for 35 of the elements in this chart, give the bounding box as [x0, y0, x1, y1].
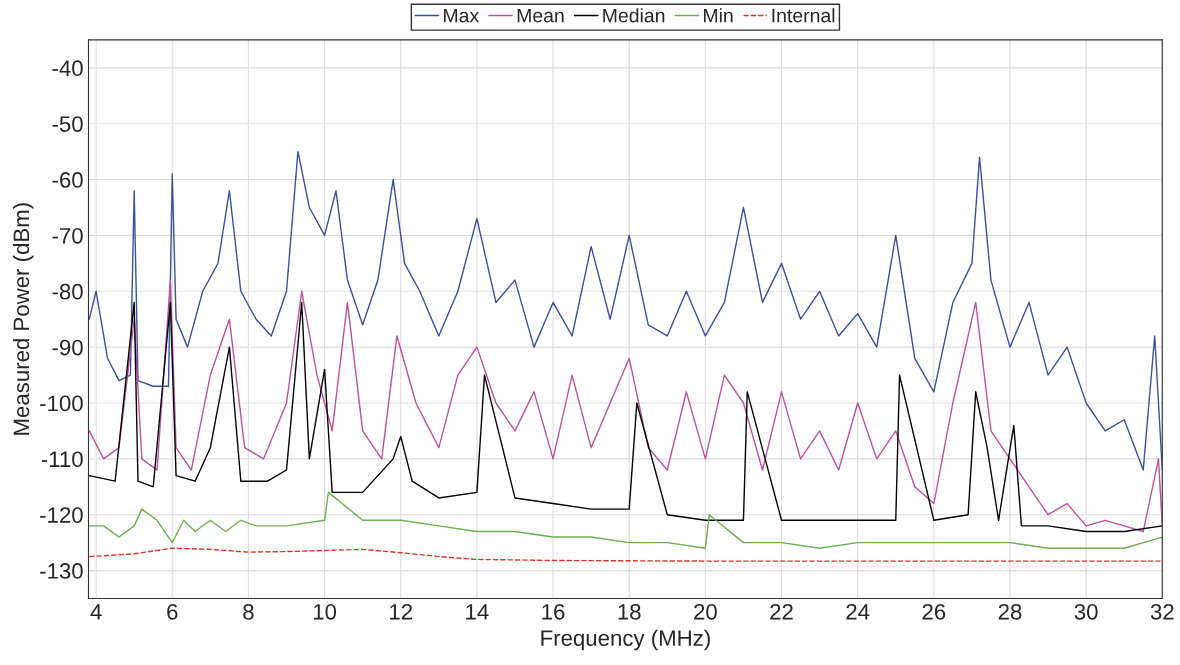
- x-tick-label: 8: [243, 603, 254, 620]
- y-tick-label: -130: [40, 563, 83, 579]
- x-axis-title: Frequency (MHz): [541, 629, 710, 651]
- line-series: [88, 547, 1163, 562]
- x-tick-label: 20: [694, 603, 717, 620]
- y-axis-title: Measured Power (dBm): [12, 203, 34, 435]
- y-tick-label: -40: [52, 60, 83, 77]
- legend-label: Mean: [517, 8, 564, 23]
- x-tick-label: 18: [618, 603, 641, 620]
- x-tick-label: 26: [922, 603, 946, 620]
- y-tick-label: -90: [52, 339, 83, 356]
- y-tick-label: -50: [52, 116, 83, 132]
- x-tick-label: 22: [770, 603, 793, 620]
- legend-label: Max: [444, 8, 479, 23]
- y-tick-label: -80: [52, 283, 83, 300]
- y-tick-label: -100: [40, 395, 83, 412]
- legend-label: Min: [704, 8, 733, 23]
- x-tick-label: 30: [1074, 603, 1098, 620]
- line-series: [88, 150, 1163, 471]
- y-tick-label: -110: [41, 451, 83, 468]
- x-tick-label: 32: [1150, 603, 1174, 620]
- x-tick-label: 4: [90, 604, 102, 620]
- legend-label: Median: [603, 8, 665, 23]
- x-tick-label: 12: [390, 603, 412, 620]
- y-tick-label: -70: [52, 227, 83, 244]
- x-tick-label: 6: [167, 603, 178, 620]
- x-tick-label: 24: [846, 603, 870, 620]
- line-series: [88, 491, 1163, 549]
- x-tick-label: 28: [998, 603, 1022, 620]
- x-tick-label: 10: [313, 603, 337, 620]
- y-tick-label: -120: [40, 507, 83, 523]
- x-tick-label: 16: [542, 603, 565, 620]
- x-tick-label: 14: [466, 604, 489, 620]
- y-tick-label: -60: [52, 172, 83, 188]
- legend-label: Internal: [772, 8, 835, 23]
